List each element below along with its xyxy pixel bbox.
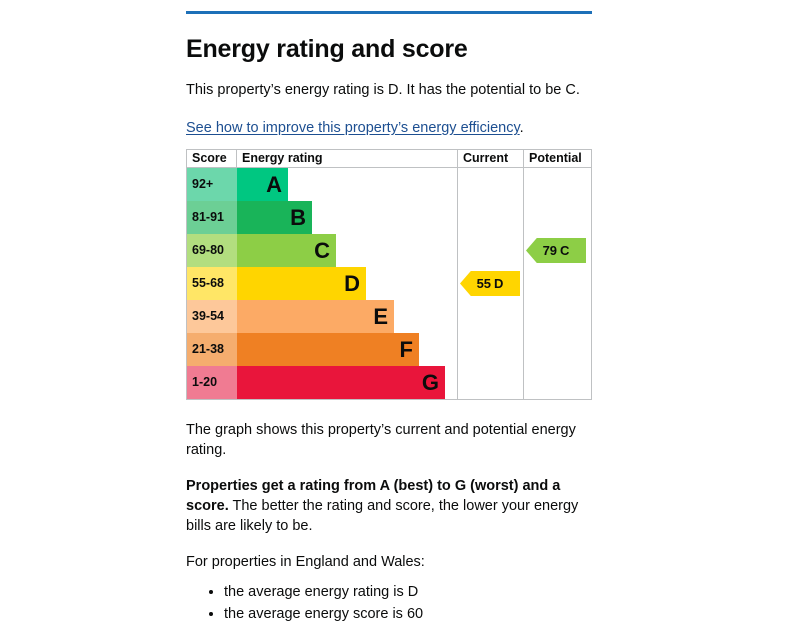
band-letter-f: F xyxy=(399,337,413,362)
current-cell-c xyxy=(458,234,524,267)
graph-body: 92+ A 81-91 B xyxy=(187,168,591,399)
score-range-g: 1-20 xyxy=(187,366,237,399)
page-content: Energy rating and score This property’s … xyxy=(186,0,592,138)
graph-header-row: Score Energy rating Current Potential xyxy=(187,150,591,168)
rating-explainer: Properties get a rating from A (best) to… xyxy=(186,476,592,536)
potential-cell-b xyxy=(524,201,590,234)
rating-cell-g: G xyxy=(237,366,458,399)
current-band-letter: D xyxy=(494,276,504,291)
list-item: the average energy rating is D xyxy=(224,582,592,602)
band-letter-a: A xyxy=(266,172,282,197)
band-bar-e: E xyxy=(237,300,394,333)
epc-page: Energy rating and score This property’s … xyxy=(0,0,800,581)
rating-explainer-bold: Properties get a rating from A (best) to… xyxy=(186,478,561,514)
region-intro: For properties in England and Wales: xyxy=(186,554,425,570)
potential-rating-arrow: 79 C xyxy=(526,238,586,263)
current-cell-f xyxy=(458,333,524,366)
header-current: Current xyxy=(458,150,524,167)
header-energy-rating: Energy rating xyxy=(237,150,458,167)
score-range-e: 39-54 xyxy=(187,300,237,333)
current-score: 55 xyxy=(476,276,492,291)
current-cell-g xyxy=(458,366,524,399)
current-cell-b xyxy=(458,201,524,234)
section-top-rule xyxy=(186,11,592,14)
score-range-c: 69-80 xyxy=(187,234,237,267)
score-range-b: 81-91 xyxy=(187,201,237,234)
current-rating-arrow: 55 D xyxy=(460,271,520,296)
rating-cell-f: F xyxy=(237,333,458,366)
rating-cell-a: A xyxy=(237,168,458,201)
band-bar-b: B xyxy=(237,201,312,234)
current-cell-e xyxy=(458,300,524,333)
potential-score: 79 xyxy=(542,243,558,258)
band-bar-d: D xyxy=(237,267,366,300)
band-bar-f: F xyxy=(237,333,419,366)
score-range-a: 92+ xyxy=(187,168,237,201)
score-range-d: 55-68 xyxy=(187,267,237,300)
rating-cell-b: B xyxy=(237,201,458,234)
page-title: Energy rating and score xyxy=(186,35,468,63)
band-row-e: 39-54 E xyxy=(187,300,591,333)
score-range-f: 21-38 xyxy=(187,333,237,366)
band-letter-c: C xyxy=(314,238,330,263)
intro-text: This property’s energy rating is D. It h… xyxy=(186,82,580,98)
band-letter-d: D xyxy=(344,271,360,296)
header-score: Score xyxy=(187,150,237,167)
explainer-content: The graph shows this property’s current … xyxy=(186,420,592,624)
link-trailing-period: . xyxy=(519,120,524,136)
list-item: the average energy score is 60 xyxy=(224,604,592,624)
current-cell-d: 55 D xyxy=(458,267,524,300)
header-potential: Potential xyxy=(529,151,582,165)
potential-cell-d xyxy=(524,267,590,300)
band-row-c: 69-80 C 79 C xyxy=(187,234,591,267)
potential-band-letter: C xyxy=(560,243,570,258)
band-letter-b: B xyxy=(290,205,306,230)
band-row-a: 92+ A xyxy=(187,168,591,201)
rating-explainer-rest: The better the rating and score, the low… xyxy=(186,498,579,534)
band-bar-g: G xyxy=(237,366,445,399)
energy-rating-graph: Score Energy rating Current Potential 92… xyxy=(186,149,592,400)
rating-cell-d: D xyxy=(237,267,458,300)
band-bar-a: A xyxy=(237,168,288,201)
graph-caption: The graph shows this property’s current … xyxy=(186,422,576,458)
rating-cell-e: E xyxy=(237,300,458,333)
band-bar-c: C xyxy=(237,234,336,267)
band-row-d: 55-68 D 55 D xyxy=(187,267,591,300)
improve-link-line: See how to improve this property’s energ… xyxy=(186,118,592,138)
potential-cell-a xyxy=(524,168,590,201)
band-letter-e: E xyxy=(373,304,388,329)
band-row-b: 81-91 B xyxy=(187,201,591,234)
potential-cell-g xyxy=(524,366,590,399)
improve-efficiency-link[interactable]: See how to improve this property’s energ… xyxy=(186,120,520,136)
current-cell-a xyxy=(458,168,524,201)
potential-cell-c: 79 C xyxy=(524,234,590,267)
band-row-f: 21-38 F xyxy=(187,333,591,366)
band-letter-g: G xyxy=(421,370,439,395)
average-facts-list: the average energy rating is D the avera… xyxy=(186,582,592,624)
potential-cell-e xyxy=(524,300,590,333)
rating-cell-c: C xyxy=(237,234,458,267)
band-row-g: 1-20 G xyxy=(187,366,591,399)
potential-cell-f xyxy=(524,333,590,366)
